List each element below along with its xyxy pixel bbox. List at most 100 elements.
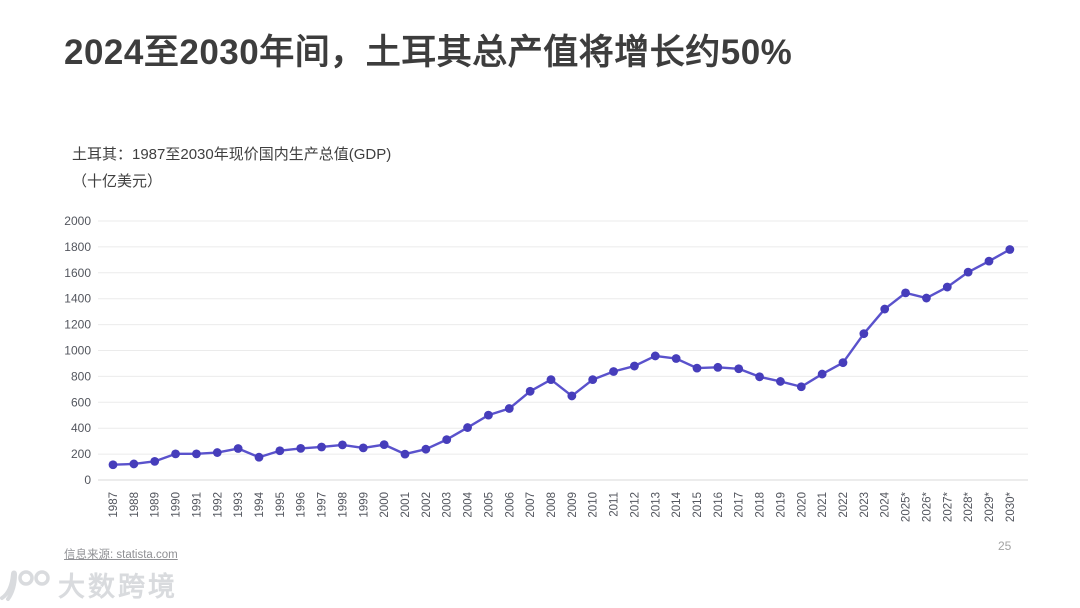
page-title: 2024至2030年间，土耳其总产值将增长约50% [64, 33, 793, 72]
page-number: 25 [998, 539, 1012, 553]
data-point [192, 449, 201, 459]
data-point [984, 256, 994, 266]
data-point [358, 443, 368, 453]
data-point [400, 449, 410, 459]
data-point [922, 293, 931, 303]
x-tick-label: 2007 [525, 492, 537, 518]
data-point [734, 364, 744, 374]
x-tick-label: 2029* [984, 491, 996, 522]
x-tick-label: 2005 [483, 492, 495, 518]
data-point [880, 304, 890, 314]
x-tick-label: 2004 [463, 491, 475, 517]
x-tick-label: 1992 [212, 492, 224, 518]
data-point [275, 446, 285, 456]
chart-title: 土耳其：1987至2030年现价国内生产总值(GDP) [72, 146, 392, 163]
gdp-line-chart: 0 200 400 600 800 1000 1200 1400 1600 1800 2000 198… [60, 205, 1036, 540]
x-tick-label: 1993 [233, 492, 245, 518]
data-point [150, 456, 160, 466]
x-tick-label: 2030* [1005, 491, 1017, 522]
data-point [776, 377, 785, 386]
data-point [108, 460, 118, 470]
data-point [317, 442, 326, 452]
chart-svg: 0 200 400 600 800 1000 1200 1400 1600 1800 2000 198… [64, 214, 1028, 522]
data-point [588, 375, 598, 385]
x-tick-label: 2008 [546, 492, 558, 518]
x-tick-label: 2003 [442, 492, 454, 518]
data-point [484, 410, 493, 420]
source-link[interactable]: 信息来源: statista.com [64, 549, 178, 561]
data-point [817, 369, 827, 379]
data-point [463, 423, 472, 432]
data-point [755, 372, 764, 382]
x-tick-label: 2023 [859, 492, 871, 518]
x-tick-label: 2001 [400, 492, 412, 518]
y-tick-label: 200 [71, 447, 91, 461]
x-tick-label: 2025* [901, 491, 913, 522]
watermark-logo: 大数跨境 [0, 565, 178, 604]
y-tick-label: 0 [84, 473, 91, 487]
data-point [379, 440, 389, 450]
data-point [421, 444, 431, 454]
watermark-text: 大数跨境 [58, 572, 178, 602]
x-tick-label: 2012 [629, 492, 641, 518]
x-tick-label: 1987 [108, 492, 120, 518]
y-tick-label: 600 [71, 395, 91, 409]
y-tick-label: 1200 [64, 318, 91, 332]
y-tick-label: 1800 [64, 240, 91, 254]
data-point [650, 351, 660, 361]
data-point [338, 440, 347, 450]
x-tick-label: 2000 [379, 492, 391, 518]
100-logo-icon [0, 569, 50, 601]
x-tick-label: 2022 [838, 492, 850, 518]
x-tick-label: 1996 [296, 492, 308, 518]
data-point [129, 459, 139, 469]
x-tick-label: 2028* [963, 491, 975, 522]
x-tick-label: 2006 [504, 492, 516, 518]
data-point [254, 452, 264, 462]
x-tick-label: 1999 [358, 492, 370, 518]
y-tick-label: 1000 [64, 344, 91, 358]
data-point [1005, 245, 1015, 254]
x-tick-label: 1989 [150, 492, 162, 518]
x-tick-label: 2026* [921, 491, 933, 522]
x-tick-label: 1991 [191, 492, 203, 518]
data-point [546, 375, 556, 385]
x-tick-label: 2019 [775, 492, 787, 518]
data-point [233, 444, 243, 453]
gdp-line [112, 248, 1011, 466]
x-tick-label: 2009 [567, 492, 579, 518]
data-point [525, 386, 535, 396]
x-tick-label: 2015 [692, 492, 704, 518]
data-point [630, 361, 639, 371]
y-tick-label: 400 [71, 421, 91, 435]
data-point [942, 282, 952, 292]
data-point [713, 362, 723, 372]
y-tick-label: 1600 [64, 266, 91, 280]
data-point [171, 449, 180, 459]
data-point [212, 448, 222, 457]
y-tick-label: 1400 [64, 292, 91, 306]
x-tick-label: 1997 [317, 492, 329, 518]
x-tick-label: 2024 [880, 491, 892, 517]
x-tick-label: 2016 [713, 492, 725, 518]
chart-header: 土耳其：1987至2030年现价国内生产总值(GDP) （十亿美元） [72, 145, 391, 193]
data-point [671, 354, 681, 363]
data-point [838, 358, 848, 368]
x-tick-label: 2014 [671, 491, 683, 517]
x-tick-label: 2017 [734, 492, 746, 518]
x-tick-label: 2027* [942, 491, 954, 522]
x-tick-label: 2021 [817, 492, 829, 518]
x-tick-label: 2010 [588, 492, 600, 518]
chart-unit-label: （十亿美元） [72, 173, 163, 191]
x-tick-label: 1990 [171, 492, 183, 518]
x-tick-label: 2002 [421, 492, 433, 518]
data-point [796, 382, 806, 392]
data-point [567, 391, 577, 401]
x-tick-label: 1988 [129, 492, 141, 518]
data-point [609, 367, 618, 376]
y-tick-label: 2000 [64, 214, 91, 228]
x-tick-label: 1995 [275, 492, 287, 518]
x-tick-label: 1998 [337, 492, 349, 518]
x-tick-label: 2018 [755, 492, 767, 518]
data-point [504, 404, 514, 413]
